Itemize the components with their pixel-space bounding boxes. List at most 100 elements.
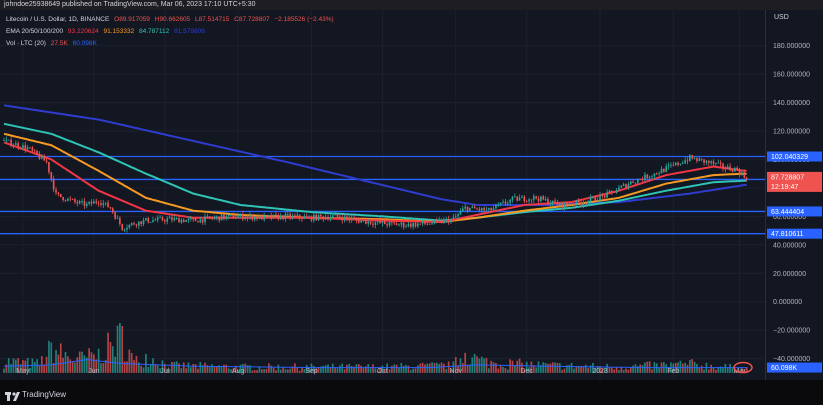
volume-bar [7,358,10,373]
volume-bar [152,358,154,373]
candle-body [263,215,265,220]
candle-body [658,173,660,175]
candle-body [320,214,322,217]
volume-bar [237,370,239,373]
axis-currency: USD [774,14,789,21]
volume-bar [67,356,69,373]
candle-body [187,218,190,221]
volume-bar [303,369,306,373]
candle-body [317,214,320,221]
candle-body [374,222,377,225]
volume-bar [355,364,358,373]
volume-bar [5,364,8,373]
volume-bar [289,368,292,373]
volume-bar [521,362,523,373]
candle-body [663,168,665,172]
candle-body [443,219,445,223]
candle-body [31,147,34,151]
candle-body [393,222,396,224]
legend-vol-value: 27.5K [50,40,68,47]
candle-body [686,160,689,162]
volume-bar [178,363,180,373]
volume-bar [589,365,592,373]
volume-bar [211,364,213,373]
legend-symbol[interactable]: Litecoin / U.S. Dollar, 1D, BINANCE [6,16,110,23]
price-axis-svg[interactable]: 180.000000 160.000000 140.000000 120.000000… [766,10,823,380]
volume-bar [251,370,254,373]
x-tick-label: May [16,368,30,375]
volume-bar [492,362,495,373]
volume-bar [639,364,642,373]
volume-bar [637,366,639,373]
candle-body [639,179,642,180]
candle-body [466,206,469,211]
candle-body [485,209,488,211]
volume-bar [62,357,64,373]
candle-body [10,139,12,146]
y-tick-label: −40.000000 [773,356,810,363]
candle-body [395,223,398,226]
volume-bar [566,365,568,373]
candle-body [665,166,668,172]
volume-bar [741,367,743,373]
candle-body [5,139,8,141]
candle-body [677,162,679,165]
volume-bar [38,365,41,373]
candle-body [558,202,561,206]
candle-body [440,219,443,223]
candle-body [223,214,225,219]
volume-bar [383,369,386,373]
candle-body [715,162,717,164]
candle-body [48,162,50,173]
candle-body [166,218,169,222]
candle-body [549,203,552,205]
candle-body [208,216,211,218]
volume-bar [386,363,388,373]
ema200-line [3,104,747,206]
candle-body [733,167,736,172]
ema100-line [3,122,747,222]
candle-body [197,221,199,223]
candle-body [582,203,585,205]
candle-body [270,215,273,219]
legend-vol-label[interactable]: Vol · LTC (20) [6,40,46,47]
candle-body [258,215,261,219]
candle-body [192,218,195,220]
volume-bar [445,369,448,373]
candle-body [402,222,405,227]
volume-bar [696,363,698,373]
candle-body [599,195,601,201]
price-chart[interactable]: May Jun Jul Aug Sep Oct Nov Dec 2023 Feb Mar [0,10,765,380]
y-tick-label: 140.000000 [773,100,810,107]
candle-body [161,217,164,221]
candle-body [648,177,651,179]
candle-body [627,184,630,188]
price-axis[interactable]: 180.000000 160.000000 140.000000 120.000000… [765,10,823,380]
candle-body [211,217,213,219]
y-tick-label: 60.000000 [773,214,806,221]
volume-bar [488,368,490,373]
candle-body [414,223,417,227]
chart-pane[interactable]: May Jun Jul Aug Sep Oct Nov Dec 2023 Feb Mar Litec… [0,10,765,380]
candle-body [52,179,55,190]
volume-bar [651,369,653,373]
candle-body [43,155,46,161]
volume-bar [159,368,161,373]
candle-body [55,189,57,193]
candle-body [350,218,353,220]
volume-bar [244,363,247,373]
candle-body [589,197,592,202]
candle-body [551,200,554,204]
volume-bar [409,370,412,373]
candle-body [308,216,310,218]
volume-bar [206,365,209,373]
candle-body [178,218,180,223]
volume-bar [733,370,736,373]
candle-body [431,223,433,225]
candle-body [29,147,31,149]
legend-ema-label[interactable]: EMA 20/50/100/200 [6,28,64,35]
candle-body [703,159,705,163]
volume-bar [284,369,287,373]
x-tick-label: Jul [160,368,169,375]
volume-bar [130,352,133,373]
